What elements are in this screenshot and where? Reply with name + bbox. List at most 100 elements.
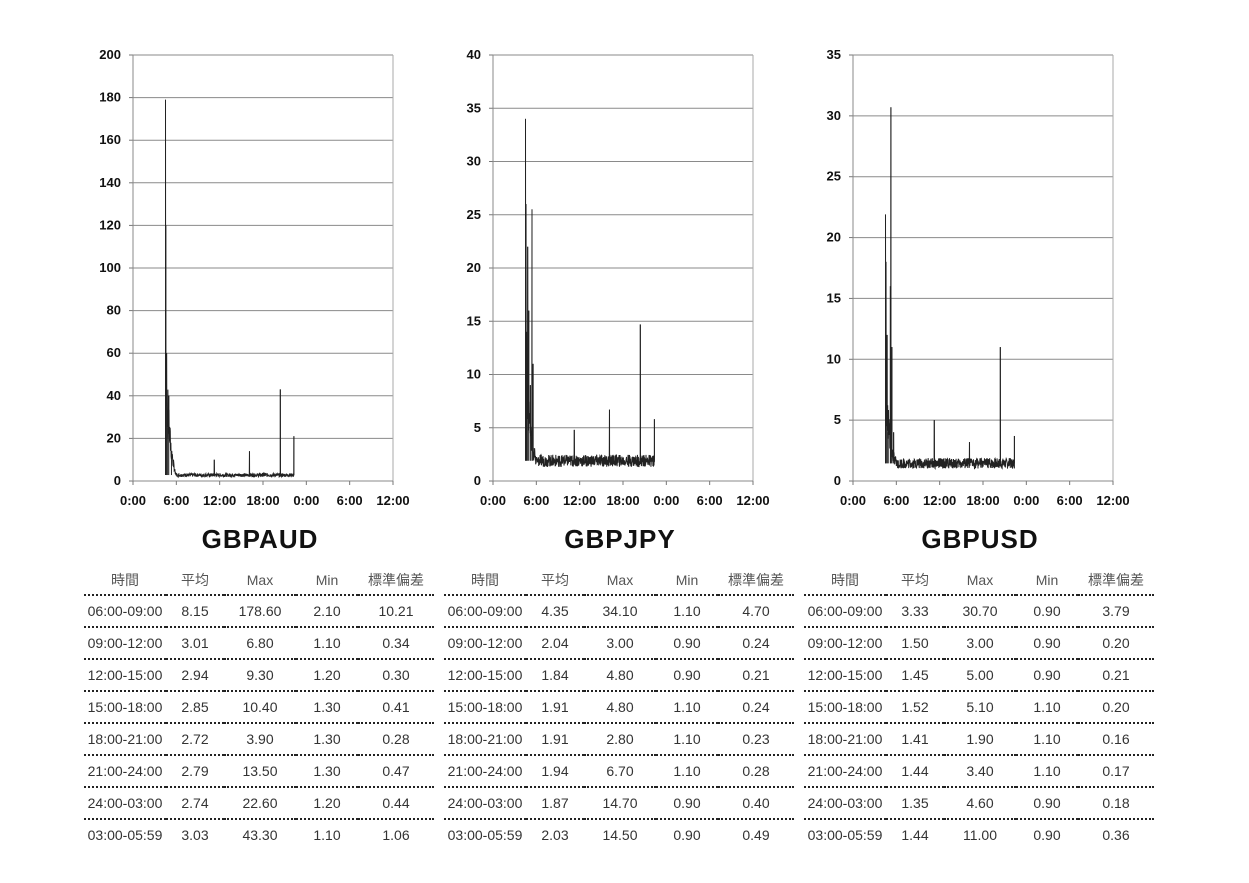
cell-max: 10.40	[224, 690, 296, 723]
x-tick-label: 0:00	[1013, 493, 1039, 508]
cell-avg: 3.03	[166, 818, 224, 850]
cell-min: 1.10	[656, 594, 718, 627]
cell-time: 18:00-21:00	[804, 722, 886, 755]
cell-sd: 0.24	[718, 626, 794, 659]
cell-time: 03:00-05:59	[444, 818, 526, 850]
cell-min: 2.10	[296, 594, 358, 627]
y-tick-label: 40	[107, 388, 121, 403]
cell-time: 06:00-09:00	[84, 594, 166, 627]
cell-max: 3.40	[944, 754, 1016, 787]
cell-sd: 0.16	[1078, 722, 1154, 755]
table-row: 21:00-24:00 1.94 6.70 1.10 0.28	[444, 754, 794, 787]
y-tick-label: 5	[474, 420, 481, 435]
cell-max: 2.80	[584, 722, 656, 755]
y-tick-label: 80	[107, 303, 121, 318]
x-tick-label: 6:00	[1057, 493, 1083, 508]
table-row: 15:00-18:00 1.52 5.10 1.10 0.20	[804, 690, 1154, 723]
y-tick-label: 160	[99, 132, 121, 147]
y-tick-label: 20	[467, 260, 481, 275]
x-tick-label: 6:00	[163, 493, 189, 508]
cell-avg: 2.94	[166, 658, 224, 691]
pair-title: GBPAUD	[201, 524, 319, 554]
cell-sd: 0.44	[358, 786, 434, 819]
header-sd: 標準偏差	[368, 572, 424, 588]
y-tick-label: 60	[107, 345, 121, 360]
cell-sd: 1.06	[358, 818, 434, 850]
cell-time: 15:00-18:00	[84, 690, 166, 723]
cell-sd: 0.18	[1078, 786, 1154, 819]
cell-max: 11.00	[944, 818, 1016, 850]
y-tick-label: 30	[467, 154, 481, 169]
stats-table-gbpaud: 時間 平均 Max Min 標準偏差 06:00-09:00 8.15 178.60…	[84, 566, 434, 850]
table-row: 03:00-05:59 1.44 11.00 0.90 0.36	[804, 818, 1154, 850]
cell-avg: 2.03	[526, 818, 584, 850]
cell-max: 178.60	[224, 594, 296, 627]
y-tick-label: 180	[99, 90, 121, 105]
y-tick-label: 35	[827, 47, 841, 62]
x-tick-label: 12:00	[563, 493, 596, 508]
cell-max: 4.80	[584, 658, 656, 691]
cell-avg: 3.33	[886, 594, 944, 627]
y-tick-label: 20	[827, 230, 841, 245]
cell-time: 12:00-15:00	[84, 658, 166, 691]
header-min: Min	[675, 572, 699, 588]
chart-gbpjpy: 0 5 10 15 20 25 30 35 40 0:00 6:00 12:00 18:00 0:00 6:…	[467, 47, 770, 508]
cell-sd: 0.41	[358, 690, 434, 723]
cell-sd: 10.21	[358, 594, 434, 627]
header-sd: 標準偏差	[1088, 572, 1144, 588]
cell-avg: 2.72	[166, 722, 224, 755]
y-tick-label: 35	[467, 100, 481, 115]
cell-min: 1.30	[296, 754, 358, 787]
cell-avg: 2.85	[166, 690, 224, 723]
cell-min: 1.20	[296, 658, 358, 691]
cell-max: 34.10	[584, 594, 656, 627]
header-sd: 標準偏差	[728, 572, 784, 588]
y-tick-label: 5	[834, 412, 841, 427]
stats-header-row: 時間 平均 Max Min 標準偏差	[804, 566, 1154, 595]
cell-avg: 1.91	[526, 722, 584, 755]
cell-time: 21:00-24:00	[804, 754, 886, 787]
cell-avg: 1.50	[886, 626, 944, 659]
y-tick-label: 200	[99, 47, 121, 62]
cell-avg: 2.74	[166, 786, 224, 819]
cell-min: 0.90	[1016, 818, 1078, 850]
cell-sd: 0.20	[1078, 626, 1154, 659]
x-tick-label: 18:00	[606, 493, 639, 508]
cell-min: 1.10	[1016, 722, 1078, 755]
cell-time: 03:00-05:59	[84, 818, 166, 850]
cell-min: 0.90	[1016, 658, 1078, 691]
cell-time: 15:00-18:00	[444, 690, 526, 723]
cell-avg: 2.04	[526, 626, 584, 659]
y-tick-label: 30	[827, 108, 841, 123]
cell-time: 21:00-24:00	[444, 754, 526, 787]
table-row: 24:00-03:00 1.87 14.70 0.90 0.40	[444, 786, 794, 819]
cell-avg: 8.15	[166, 594, 224, 627]
cell-min: 0.90	[656, 818, 718, 850]
cell-sd: 0.24	[718, 690, 794, 723]
cell-max: 5.10	[944, 690, 1016, 723]
y-tick-label: 15	[827, 290, 841, 305]
table-row: 21:00-24:00 1.44 3.40 1.10 0.17	[804, 754, 1154, 787]
cell-time: 18:00-21:00	[84, 722, 166, 755]
cell-sd: 0.49	[718, 818, 794, 850]
cell-min: 0.90	[1016, 786, 1078, 819]
cell-max: 3.90	[224, 722, 296, 755]
stats-header-row: 時間 平均 Max Min 標準偏差	[444, 566, 794, 595]
cell-avg: 1.35	[886, 786, 944, 819]
table-row: 18:00-21:00 1.91 2.80 1.10 0.23	[444, 722, 794, 755]
cell-min: 1.10	[1016, 754, 1078, 787]
cell-time: 09:00-12:00	[84, 626, 166, 659]
cell-min: 0.90	[1016, 594, 1078, 627]
table-row: 09:00-12:00 3.01 6.80 1.10 0.34	[84, 626, 434, 659]
table-row: 06:00-09:00 3.33 30.70 0.90 3.79	[804, 594, 1154, 627]
table-row: 06:00-09:00 4.35 34.10 1.10 4.70	[444, 594, 794, 627]
cell-time: 24:00-03:00	[84, 786, 166, 819]
cell-avg: 1.52	[886, 690, 944, 723]
cell-time: 09:00-12:00	[444, 626, 526, 659]
table-row: 15:00-18:00 1.91 4.80 1.10 0.24	[444, 690, 794, 723]
x-tick-label: 12:00	[736, 493, 769, 508]
x-tick-label: 0:00	[480, 493, 506, 508]
cell-min: 0.90	[656, 658, 718, 691]
x-tick-label: 0:00	[840, 493, 866, 508]
x-tick-label: 12:00	[923, 493, 956, 508]
